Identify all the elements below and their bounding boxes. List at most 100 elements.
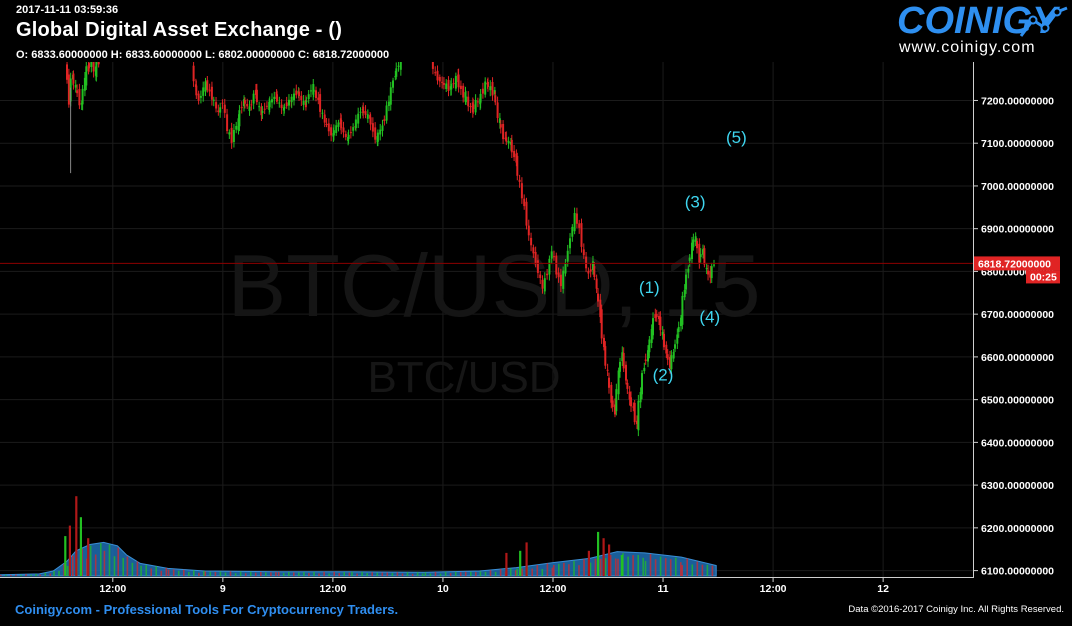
candle-body [450,83,453,90]
volume-bar [509,568,512,576]
candle-body [364,111,367,115]
candle-body [321,112,324,114]
candle-body [305,101,308,103]
candle-body [494,95,497,103]
last-price-label: 6818.72000000 [978,258,1051,270]
volume-spike [587,550,590,576]
candle-body [332,130,335,136]
volume-bar [391,572,394,576]
candle-body [593,266,596,277]
volume-bar [323,571,325,576]
volume-bar [44,572,47,576]
candle-body [628,391,631,400]
volume-bar [126,556,129,576]
wave-labels: (1) (2) (3) (4) (5) [639,128,747,384]
y-tick-label: 6900.00000000 [981,224,1054,236]
candle-body [261,110,264,113]
brand-url: www.coinigy.com [899,39,1036,56]
candle-body [387,101,390,106]
candle-body [352,127,355,131]
volume-bar [449,573,452,576]
volume-bar [459,572,462,576]
candle-body [298,91,300,97]
footer-tagline[interactable]: Coinigy.com - Professional Tools For Cry… [15,602,399,617]
candle-body [265,105,268,107]
candle-body [658,315,660,319]
footer-copyright: Data ©2016-2017 Coinigy Inc. All Rights … [848,604,1064,615]
volume-bar [282,572,285,576]
candle-body [643,367,646,372]
candle-body [523,198,526,207]
candle-body [600,309,603,339]
candle-body [278,102,281,104]
candle-body [246,104,249,107]
candle-body [661,331,664,336]
candle-body [258,106,261,108]
candle-body [371,123,374,132]
volume-bar [183,569,185,576]
volume-bar [254,572,257,576]
volume-bar [701,564,704,576]
candle-body [74,84,77,88]
volume-bar [86,558,88,576]
volume-bar [568,564,570,576]
candle-body [659,316,662,331]
volume-bar [654,559,657,576]
volume-bar [484,571,487,576]
y-tick-label: 6700.00000000 [981,309,1054,321]
candle-body [557,272,560,278]
candle-body [288,99,290,106]
volume-spike [505,552,508,576]
candle-body [385,105,388,121]
candle-body [255,89,258,103]
candle-body [569,238,571,249]
candle-body [235,126,238,130]
candle-body [335,125,338,133]
volume-spike [620,555,623,576]
volume-bar [5,574,7,576]
ohlc-readout: O: 6833.60000000 H: 6833.60000000 L: 680… [16,49,390,61]
candle-body [88,63,90,69]
volume-bar [39,574,41,576]
candle-body [487,82,489,87]
volume-bar [563,562,565,576]
volume-spike [608,544,611,576]
candles [66,62,715,437]
volume-bar [664,558,667,576]
volume-bar [160,570,163,576]
candle-body [197,93,200,101]
candle-body [366,114,369,119]
candle-body [459,85,462,89]
candle-body [389,87,392,105]
x-tick-label: 9 [220,583,226,595]
volume-bar [0,574,2,576]
candle-body [499,124,502,128]
candle-body [527,225,530,236]
volume-bar [546,563,549,576]
candle-body [696,241,698,249]
coinigy-logo[interactable]: COINIGY www.coinigy.com [897,0,1069,58]
volume-spike [87,538,90,576]
candle-body [650,329,653,343]
volume-bar [333,571,335,576]
candle-body [694,236,697,242]
volume-bar [583,559,585,576]
candle-body [383,119,386,121]
wave-label: (2) [653,365,674,384]
volume-bar [599,558,602,576]
candle-body [502,124,505,140]
volume-bar [270,572,272,576]
candle-body [644,359,647,361]
volume-bar [145,564,147,576]
candle-body [226,114,229,131]
volume-bar [53,571,55,576]
candle-body [665,344,668,354]
candle-body [436,70,439,81]
volume-bar [303,572,305,576]
volume-bar [20,574,22,576]
candle-body [633,402,636,423]
volume-spike [602,538,605,576]
volume-bar [680,562,682,576]
y-axis-ticks: 7200.00000000 7100.00000000 7000.00000000 6… [973,95,1054,578]
